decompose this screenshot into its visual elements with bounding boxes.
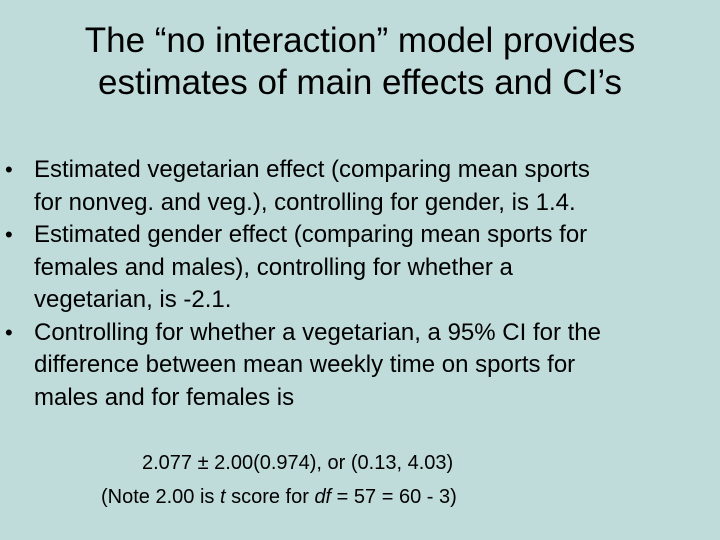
bullet-item-confidence-interval: • Controlling for whether a vegetarian, … — [0, 317, 720, 415]
bullet-line: difference between mean weekly time on s… — [34, 351, 576, 378]
note-df-symbol: df — [314, 486, 332, 508]
note-t-symbol: t — [219, 486, 226, 508]
note-text: = 57 = 60 - 3) — [331, 486, 457, 508]
bullet-list: • Estimated vegetarian effect (comparing… — [0, 154, 720, 414]
note-text: score for — [225, 486, 315, 508]
confidence-interval-formula: 2.077 ± 2.00(0.974), or (0.13, 4.03) — [142, 452, 454, 474]
bullet-line: vegetarian, is -2.1. — [34, 286, 232, 313]
slide-title: The “no interaction” model provides esti… — [20, 20, 700, 104]
bullet-line: Estimated vegetarian effect (comparing m… — [34, 156, 590, 183]
bullet-line: males and for females is — [34, 383, 295, 411]
bullet-icon: • — [5, 319, 13, 345]
slide-title-line-2: estimates of main effects and CI’s — [98, 63, 622, 102]
bullet-item-gender-effect: • Estimated gender effect (comparing mea… — [0, 219, 720, 317]
bullet-item-vegetarian-effect: • Estimated vegetarian effect (comparing… — [0, 154, 720, 219]
bullet-line: Estimated gender effect (comparing mean … — [34, 221, 588, 248]
note-text: (Note 2.00 is — [101, 486, 220, 508]
bullet-icon: • — [5, 157, 13, 182]
bullet-line: Controlling for whether a vegetarian, a … — [34, 318, 601, 346]
bullet-line: females and males), controlling for whet… — [34, 253, 513, 281]
bullet-icon: • — [5, 222, 13, 247]
slide-title-line-1: The “no interaction” model provides — [84, 21, 636, 60]
bullet-line: for nonveg. and veg.), controlling for g… — [34, 188, 576, 216]
df-note: (Note 2.00 is t score for df = 57 = 60 -… — [101, 484, 457, 510]
